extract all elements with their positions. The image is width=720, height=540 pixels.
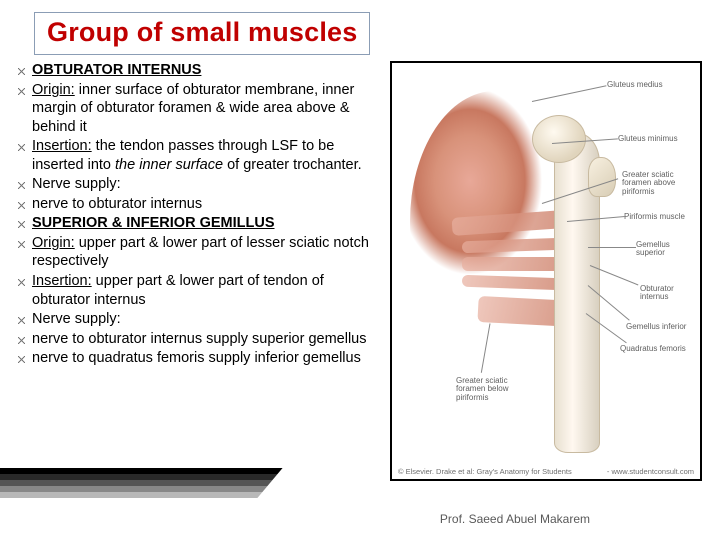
list-item: Insertion: the tendon passes through LSF…	[14, 137, 384, 174]
label-obturator-internus: Obturator internus	[640, 285, 695, 302]
nerve-supply-text: nerve to obturator internus	[32, 196, 202, 212]
list-item: Nerve supply:	[14, 310, 384, 329]
heading-gemillus: SUPERIOR & INFERIOR GEMILLUS	[32, 215, 275, 231]
label-gluteus-medius: Gluteus medius	[607, 81, 663, 89]
leader-line	[532, 85, 607, 102]
list-item: SUPERIOR & INFERIOR GEMILLUS	[14, 214, 384, 233]
label-sciatic-above: Greater sciatic foramen above piriformis	[622, 171, 692, 196]
list-item: Origin: upper part & lower part of lesse…	[14, 234, 384, 271]
copyright-left: © Elsevier. Drake et al: Gray's Anatomy …	[398, 467, 572, 476]
greater-trochanter	[588, 157, 616, 197]
heading-obturator: OBTURATOR INTERNUS	[32, 62, 201, 78]
footer-credit: Prof. Saeed Abuel Makarem	[440, 512, 590, 526]
list-item: nerve to quadratus femoris supply inferi…	[14, 349, 384, 368]
label-gemellus-inf: Gemellus inferior	[626, 323, 686, 331]
nerve-supply-text-2: nerve to obturator internus supply super…	[32, 331, 366, 347]
list-item: Origin: inner surface of obturator membr…	[14, 81, 384, 137]
origin-label: Origin:	[32, 82, 75, 98]
femur-head	[532, 115, 586, 163]
anatomy-figure: Gluteus medius Gluteus minimus Greater s…	[390, 61, 702, 481]
origin-text: inner surface of obturator membrane, inn…	[32, 82, 354, 135]
slide: Group of small muscles OBTURATOR INTERNU…	[0, 0, 720, 540]
label-quadratus: Quadratus femoris	[620, 345, 686, 353]
label-sciatic-below: Greater sciatic foramen below piriformis	[456, 377, 536, 402]
content-row: OBTURATOR INTERNUS Origin: inner surface…	[14, 61, 706, 481]
insertion-label: Insertion:	[32, 138, 92, 154]
figure-copyright: © Elsevier. Drake et al: Gray's Anatomy …	[398, 467, 694, 476]
origin-text-2: upper part & lower part of lesser sciati…	[32, 235, 369, 270]
insertion-text-2: of greater trochanter.	[223, 157, 362, 173]
origin-label-2: Origin:	[32, 235, 75, 251]
list-item: Nerve supply:	[14, 175, 384, 194]
label-piriformis: Piriformis muscle	[624, 213, 685, 221]
list-item: OBTURATOR INTERNUS	[14, 61, 384, 80]
insertion-emph: the inner surface	[115, 157, 223, 173]
label-gemellus-sup: Gemellus superior	[636, 241, 691, 258]
leader-line	[588, 247, 636, 248]
decorative-stripe	[0, 468, 283, 498]
slide-title: Group of small muscles	[47, 17, 357, 48]
title-container: Group of small muscles	[34, 12, 370, 55]
copyright-right: - www.studentconsult.com	[607, 467, 694, 476]
list-item: nerve to obturator internus	[14, 195, 384, 214]
list-item: nerve to obturator internus supply super…	[14, 330, 384, 349]
nerve-supply-label-2: Nerve supply:	[32, 311, 121, 327]
bullet-list: OBTURATOR INTERNUS Origin: inner surface…	[14, 61, 384, 481]
label-gluteus-minimus: Gluteus minimus	[618, 135, 678, 143]
insertion-label-2: Insertion:	[32, 273, 92, 289]
list-item: Insertion: upper part & lower part of te…	[14, 272, 384, 309]
nerve-supply-label: Nerve supply:	[32, 176, 121, 192]
nerve-supply-text-3: nerve to quadratus femoris supply inferi…	[32, 350, 361, 366]
